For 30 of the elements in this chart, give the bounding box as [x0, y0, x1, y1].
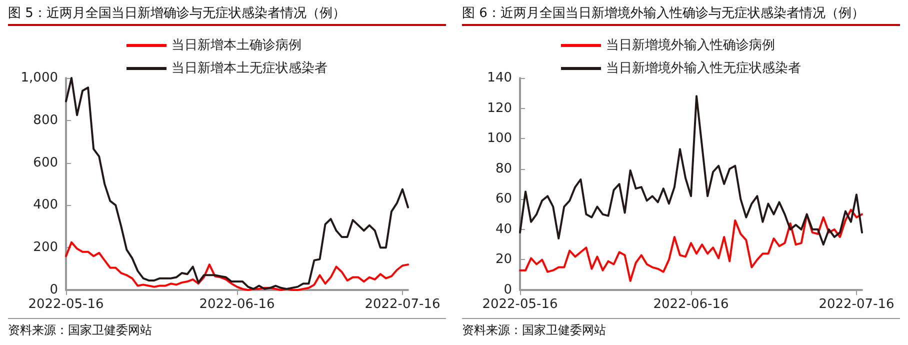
legend-label: 当日新增境外输入性无症状感染者 — [606, 60, 801, 76]
y-tick-label: 1,000 — [20, 70, 58, 86]
legend-label: 当日新增本土确诊病例 — [172, 38, 302, 53]
x-tick-label: 2022-07-16 — [364, 297, 440, 312]
x-tick-label: 2022-05-16 — [482, 297, 558, 312]
y-tick-label: 200 — [33, 240, 58, 256]
legend-label: 当日新增本土无症状感染者 — [172, 61, 328, 76]
text: 资料来源：国家卫健委网站 — [462, 322, 607, 339]
y-tick-label: 0 — [504, 282, 512, 298]
y-tick-label: 600 — [33, 155, 58, 170]
x-tick-label: 2022-07-16 — [818, 297, 894, 312]
y-tick-label: 20 — [495, 252, 512, 268]
y-tick-label: 40 — [495, 222, 512, 237]
line-series — [519, 208, 863, 282]
text: 资料来源：国家卫健委网站 — [8, 322, 153, 339]
x-tick-label: 2022-06-16 — [199, 297, 275, 312]
y-tick-label: 60 — [495, 192, 512, 207]
chart-title: 图 6：近两月全国当日新增境外输入性确诊与无症状感染者情况（例） — [462, 0, 900, 26]
y-tick-label: 140 — [487, 70, 512, 86]
chart-title: 图 5：近两月全国当日新增确诊与无症状感染者情况（例） — [8, 0, 446, 26]
x-tick-label: 2022-06-16 — [653, 297, 729, 312]
y-tick-label: 800 — [33, 112, 58, 128]
y-tick-label: 80 — [495, 161, 512, 176]
y-tick-label: 120 — [487, 100, 512, 116]
x-tick-label: 2022-05-16 — [28, 297, 104, 312]
legend-label: 当日新增境外输入性确诊病例 — [606, 37, 775, 53]
y-tick-label: 0 — [50, 282, 58, 298]
y-tick-label: 100 — [487, 131, 512, 146]
line-series — [519, 95, 863, 246]
y-tick-label: 400 — [33, 198, 58, 213]
